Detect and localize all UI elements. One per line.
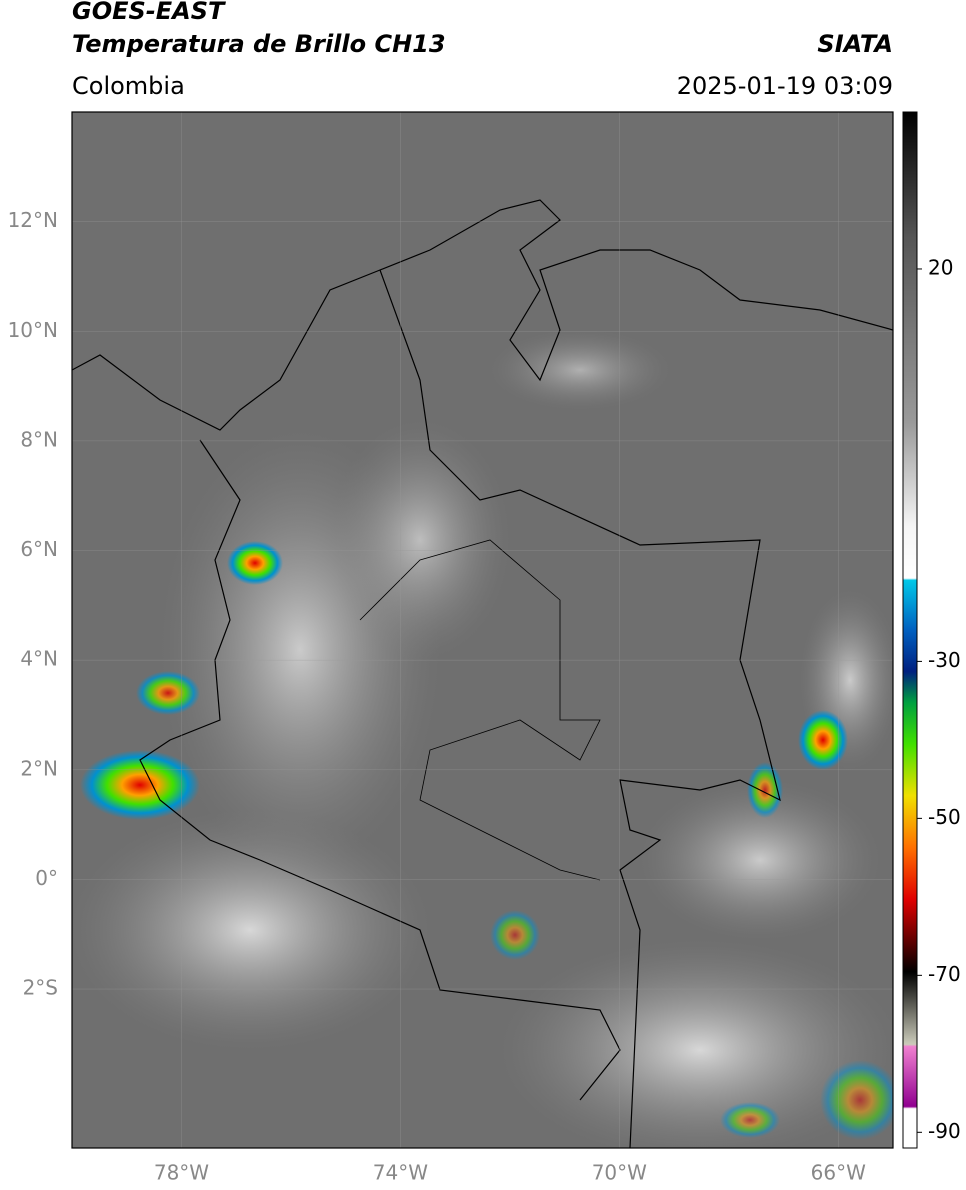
colorbar [902, 111, 918, 1149]
lat-tick-label: 6°N [20, 537, 58, 561]
colorbar-tick-label: 20 [928, 255, 953, 279]
map-frame [71, 111, 894, 1149]
lat-tick-label: 4°N [20, 647, 58, 671]
region: Colombia [72, 72, 185, 100]
lat-tick-label: 2°N [20, 756, 58, 780]
lon-tick-label: 66°W [811, 1161, 866, 1185]
colorbar-tick-label: -30 [928, 648, 961, 672]
lat-tick-label: 2°S [23, 976, 58, 1000]
satellite-image [72, 112, 893, 1148]
colorbar-tick-label: -70 [928, 962, 961, 986]
lon-tick-label: 70°W [592, 1161, 647, 1185]
lat-tick-label: 10°N [8, 318, 58, 342]
source: SIATA [817, 30, 893, 58]
lon-tick-label: 74°W [373, 1161, 428, 1185]
datetime: 2025-01-19 03:09 [677, 72, 893, 100]
lat-tick-label: 0° [35, 866, 58, 890]
lat-tick-label: 12°N [8, 208, 58, 232]
lon-tick-label: 78°W [154, 1161, 209, 1185]
colorbar-tick-label: -50 [928, 805, 961, 829]
colorbar-tick-label: -90 [928, 1119, 961, 1143]
lat-tick-label: 8°N [20, 427, 58, 451]
title: GOES-EAST [72, 0, 226, 25]
subtitle: Temperatura de Brillo CH13 [72, 30, 446, 58]
